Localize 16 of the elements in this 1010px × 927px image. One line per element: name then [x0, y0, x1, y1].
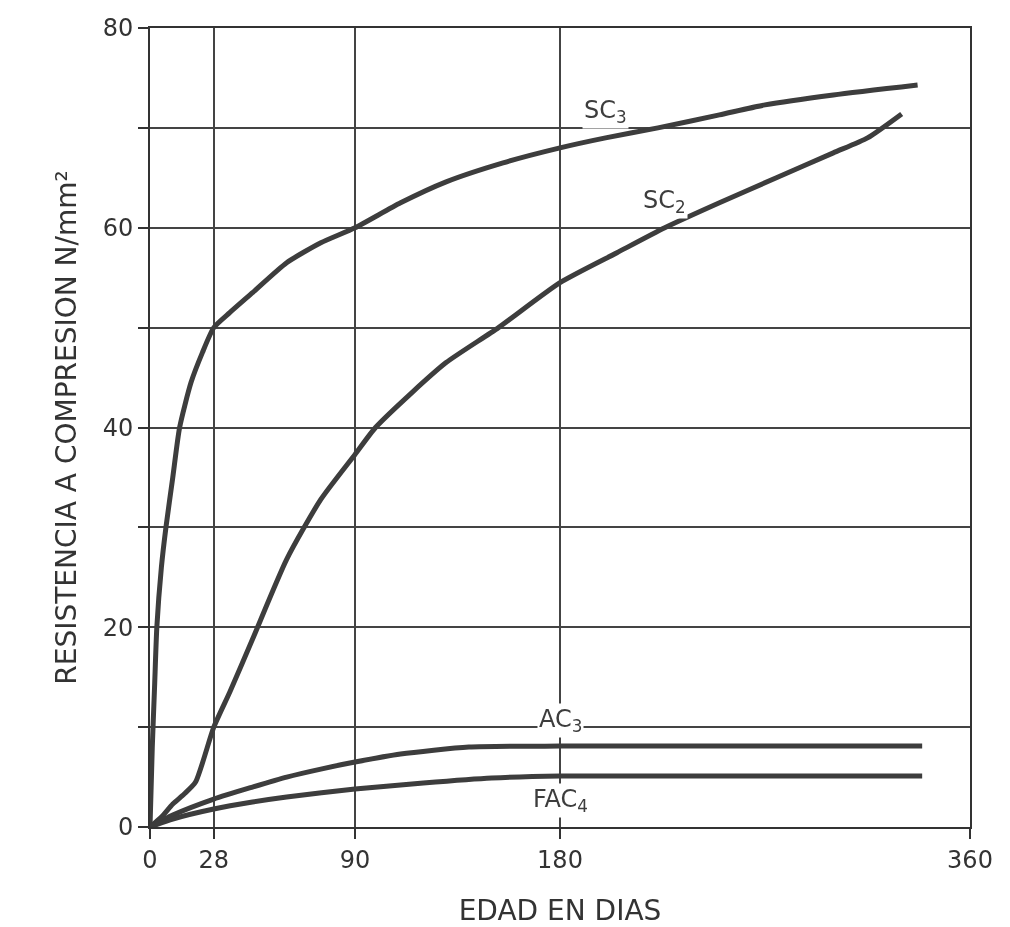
- series-label: SC$_{2}$: [643, 186, 686, 218]
- y-axis-title: RESISTENCIA A COMPRESION N/mm²: [49, 170, 83, 685]
- y-tick-label: 20: [102, 613, 134, 642]
- y-tick-label: 0: [117, 813, 134, 842]
- x-tick-label: 360: [947, 845, 993, 874]
- x-tick-label: 180: [537, 845, 583, 874]
- series-label: SC$_{3}$: [584, 96, 627, 128]
- series-label: FAC$_{4}$: [533, 785, 589, 817]
- series-label: AC$_{3}$: [539, 705, 583, 737]
- x-tick-label: 28: [198, 845, 230, 874]
- x-tick-label: 90: [339, 845, 371, 874]
- y-tick-label: 40: [102, 413, 134, 442]
- x-tick-label: 0: [142, 845, 158, 874]
- x-axis-title: EDAD EN DIAS: [458, 894, 662, 927]
- y-tick-label: 80: [102, 14, 134, 43]
- y-tick-label: 60: [102, 214, 134, 243]
